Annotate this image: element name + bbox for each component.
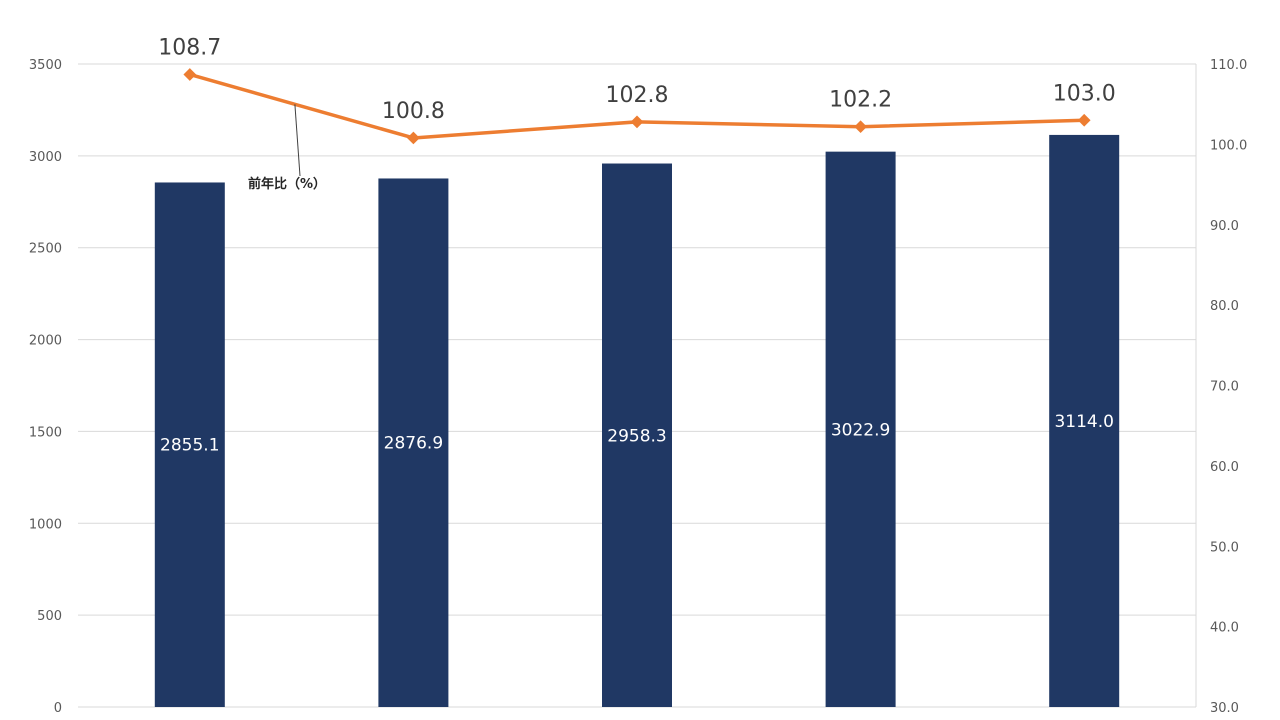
y-right-tick-label: 100.0 bbox=[1210, 138, 1247, 153]
y-left-tick-label: 1500 bbox=[29, 425, 62, 440]
y-right-tick-label: 80.0 bbox=[1210, 299, 1239, 314]
y-right-tick-label: 50.0 bbox=[1210, 540, 1239, 555]
line-value-label: 100.8 bbox=[382, 99, 445, 124]
bar-value-label: 2876.9 bbox=[384, 434, 443, 454]
y-left-tick-label: 500 bbox=[37, 609, 62, 624]
bar bbox=[602, 163, 672, 707]
line-point bbox=[183, 68, 197, 81]
y-left-tick-label: 2500 bbox=[29, 242, 62, 257]
y-left-tick-label: 3000 bbox=[29, 150, 62, 165]
line-point bbox=[854, 120, 867, 134]
bar bbox=[1049, 134, 1120, 708]
y-right-tick-label: 40.0 bbox=[1210, 621, 1239, 636]
y-right-tick-label: 90.0 bbox=[1210, 219, 1239, 234]
left-axis: 0 500 1000 1500 2000 2500 3000 3500 bbox=[29, 58, 62, 716]
series-name-label: 前年比（%） bbox=[248, 176, 326, 192]
y-right-tick-label: 60.0 bbox=[1210, 460, 1239, 475]
bar-value-label: 3114.0 bbox=[1054, 412, 1113, 432]
line-value-label: 102.8 bbox=[606, 83, 669, 108]
y-right-tick-label: 110.0 bbox=[1210, 58, 1247, 73]
line-point bbox=[630, 115, 644, 129]
right-axis: 30.0 40.0 50.0 60.0 70.0 80.0 90.0 100.0 110.0 bbox=[1195, 58, 1247, 716]
bar-value-label: 2855.1 bbox=[160, 436, 219, 456]
bar-value-label: 2958.3 bbox=[607, 426, 666, 446]
line-point bbox=[407, 131, 420, 145]
series-callout: 前年比（%） bbox=[248, 104, 326, 192]
line-value-label: 108.7 bbox=[158, 35, 221, 60]
line-point bbox=[1077, 113, 1091, 127]
y-right-tick-label: 70.0 bbox=[1210, 380, 1239, 395]
callout-leader-line bbox=[294, 104, 301, 177]
y-right-tick-label: 30.0 bbox=[1210, 701, 1239, 716]
y-left-tick-label: 0 bbox=[54, 701, 62, 716]
yoy-line-series: 108.7 100.8 102.8 102.2 103.0 bbox=[158, 35, 1116, 145]
bar bbox=[825, 151, 896, 707]
bar bbox=[154, 182, 225, 707]
line-value-label: 103.0 bbox=[1053, 81, 1116, 106]
y-left-tick-label: 2000 bbox=[29, 334, 62, 349]
bars: 2855.1 2876.9 2958.3 3022.9 3114.0 bbox=[154, 134, 1120, 708]
y-left-tick-label: 3500 bbox=[29, 58, 62, 73]
y-left-tick-label: 1000 bbox=[29, 517, 62, 532]
bar bbox=[378, 178, 449, 708]
bar-value-label: 3022.9 bbox=[831, 420, 890, 440]
line-value-label: 102.2 bbox=[829, 88, 892, 113]
